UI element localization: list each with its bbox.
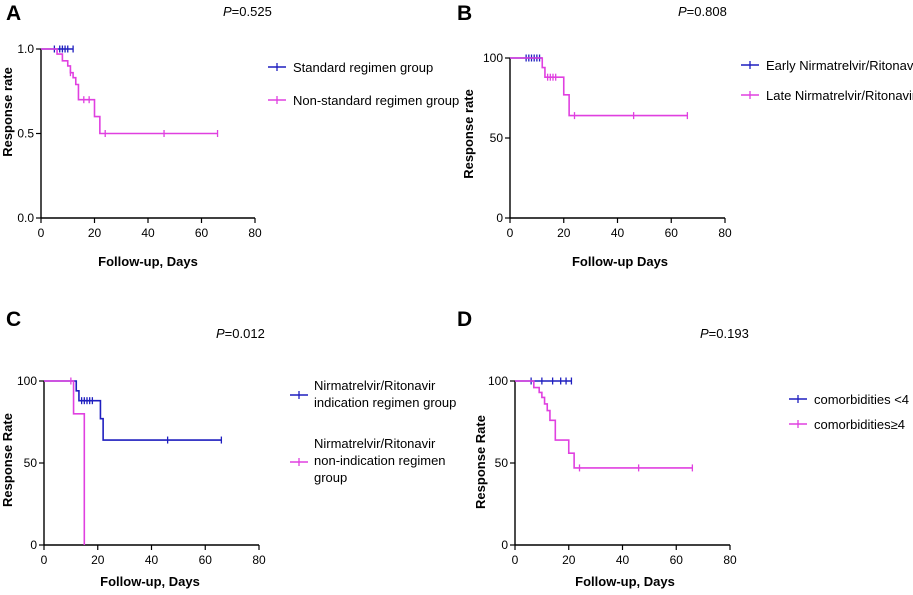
panel-c-y-tick-label: 50 — [24, 456, 38, 470]
panel-d-x-tick-label: 60 — [670, 553, 684, 567]
panel-a-x-tick-label: 60 — [195, 226, 209, 240]
panel-c-plot-area: 0 20 40 60 80 0 50 100 — [17, 374, 266, 567]
panel-d-y-tick-label: 0 — [501, 538, 508, 552]
panel-a-y-tick-label: 1.0 — [17, 42, 34, 56]
panel-b-p-value: P=0.808 — [678, 4, 727, 19]
panel-a-y-axis-title: Response rate — [0, 67, 15, 157]
panel-b-y-tick-label: 50 — [490, 131, 504, 145]
panel-b: B P=0.808 Follow-up Days Response rate E… — [457, 2, 913, 269]
panel-c-x-tick-label: 40 — [145, 553, 159, 567]
panel-c-series-1-curve — [44, 380, 222, 441]
panel-c-label: C — [6, 308, 21, 331]
panel-c-legend: Nirmatrelvir/Ritonavir indication regime… — [290, 378, 456, 485]
panel-a-x-axis-title: Follow-up, Days — [98, 254, 198, 269]
legend-label-standard: Standard regimen group — [293, 60, 433, 75]
panel-a: A P=0.525 Follow-up, Days Response rate … — [0, 2, 459, 269]
panel-b-x-tick-label: 0 — [507, 226, 514, 240]
panel-b-label: B — [457, 2, 472, 25]
panel-a-x-tick-label: 40 — [141, 226, 155, 240]
panel-b-y-tick-label: 0 — [496, 211, 503, 225]
panel-d-y-axis-title: Response Rate — [473, 415, 488, 509]
panel-c: C P=0.012 Follow-up, Days Response Rate … — [0, 308, 456, 589]
panel-c-y-tick-label: 100 — [17, 374, 37, 388]
panel-d-legend: comorbidities <4 comorbidities≥4 — [789, 392, 909, 432]
panel-a-y-tick-label: 0.0 — [17, 211, 34, 225]
panel-b-x-tick-label: 40 — [611, 226, 625, 240]
legend-label-non-standard: Non-standard regimen group — [293, 93, 459, 108]
panel-c-x-tick-label: 20 — [91, 553, 105, 567]
legend-label-non-indication: Nirmatrelvir/Ritonavir non-indication re… — [314, 436, 449, 485]
panel-c-x-axis-title: Follow-up, Days — [100, 574, 200, 589]
panel-d-label: D — [457, 308, 472, 331]
panel-a-x-tick-label: 80 — [248, 226, 262, 240]
panel-c-x-tick-label: 80 — [252, 553, 266, 567]
legend-label-indication: Nirmatrelvir/Ritonavir indication regime… — [314, 378, 456, 410]
panel-a-y-tick-label: 0.5 — [17, 127, 34, 141]
panel-d-x-tick-label: 40 — [616, 553, 630, 567]
panel-a-series-2-curve — [41, 48, 218, 135]
panel-a-p-value: P=0.525 — [223, 4, 272, 19]
panel-a-x-tick-label: 20 — [88, 226, 102, 240]
panel-a-label: A — [6, 2, 21, 25]
panel-b-series-2-curve — [510, 57, 688, 117]
legend-label-early: Early Nirmatrelvir/Ritonavir — [766, 58, 913, 73]
panel-b-y-axis-title: Response rate — [461, 89, 476, 179]
legend-label-comorb-ge4: comorbidities≥4 — [814, 417, 905, 432]
panel-d-x-axis-title: Follow-up, Days — [575, 574, 675, 589]
panel-b-x-tick-label: 20 — [557, 226, 571, 240]
panel-d-y-tick-label: 50 — [495, 456, 509, 470]
panel-a-legend: Standard regimen group Non-standard regi… — [268, 60, 459, 108]
panel-c-x-tick-label: 0 — [41, 553, 48, 567]
panel-c-y-axis-title: Response Rate — [0, 413, 15, 507]
panel-b-y-tick-label: 100 — [483, 51, 503, 65]
panel-b-plot-area: 0 20 40 60 80 0 50 100 — [483, 51, 732, 240]
panel-d-x-tick-label: 0 — [512, 553, 519, 567]
panel-d-p-value: P=0.193 — [700, 326, 749, 341]
panel-d-series-2-curve — [515, 380, 693, 469]
panel-b-x-tick-label: 60 — [665, 226, 679, 240]
panel-a-plot-area: 0 20 40 60 80 0.0 0.5 1.0 — [17, 42, 262, 240]
panel-d-y-tick-label: 100 — [488, 374, 508, 388]
panel-b-x-tick-label: 80 — [718, 226, 732, 240]
panel-c-series-2-curve — [44, 380, 86, 545]
panel-b-legend: Early Nirmatrelvir/Ritonavir Late Nirmat… — [741, 58, 913, 103]
panel-b-x-axis-title: Follow-up Days — [572, 254, 668, 269]
panel-d-x-tick-label: 80 — [723, 553, 737, 567]
panel-c-y-tick-label: 0 — [30, 538, 37, 552]
panel-d-x-tick-label: 20 — [562, 553, 576, 567]
panel-c-p-value: P=0.012 — [216, 326, 265, 341]
legend-label-late: Late Nirmatrelvir/Ritonavir — [766, 88, 913, 103]
panel-a-x-tick-label: 0 — [38, 226, 45, 240]
legend-label-comorb-lt4: comorbidities <4 — [814, 392, 909, 407]
panel-d: D P=0.193 Follow-up, Days Response Rate … — [457, 308, 909, 589]
panel-c-x-tick-label: 60 — [199, 553, 213, 567]
panel-d-plot-area: 0 20 40 60 80 0 50 100 — [488, 374, 737, 567]
